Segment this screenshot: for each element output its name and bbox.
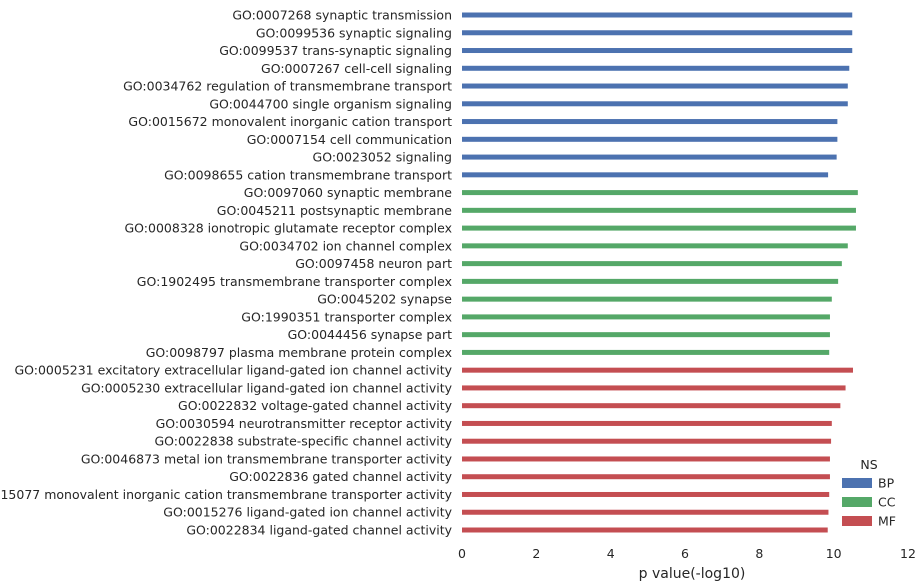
bar-cc-2 — [462, 225, 856, 231]
bar-mf-6 — [462, 474, 830, 480]
bar-mf-7 — [462, 491, 830, 497]
category-label: GO:0099537 trans-synaptic signaling — [219, 43, 452, 58]
category-label: GO:0005230 extracellular ligand-gated io… — [81, 380, 453, 395]
bar-bp-4 — [462, 83, 848, 89]
category-label: GO:0098655 cation transmembrane transpor… — [164, 167, 452, 182]
category-label: GO:0044700 single organism signaling — [209, 96, 452, 111]
category-label: GO:0015672 monovalent inorganic cation t… — [128, 114, 452, 129]
bar-mf-9 — [462, 527, 828, 533]
legend-swatch-bp — [842, 478, 872, 488]
category-label: GO:0015276 ligand-gated ion channel acti… — [163, 505, 452, 520]
legend-label-mf: MF — [878, 514, 896, 529]
bar-bp-2 — [462, 48, 853, 54]
bar-mf-1 — [462, 385, 846, 391]
bar-mf-5 — [462, 456, 830, 462]
x-tick-label: 4 — [607, 546, 615, 561]
bar-mf-3 — [462, 420, 832, 426]
x-axis-title: p value(-log10) — [639, 566, 746, 582]
bar-cc-9 — [462, 349, 830, 355]
bar-bp-5 — [462, 101, 848, 107]
bar-cc-1 — [462, 207, 856, 213]
x-tick-label: 8 — [755, 546, 763, 561]
legend-swatch-cc — [842, 497, 872, 507]
category-label: GO:0046873 metal ion transmembrane trans… — [81, 451, 453, 466]
bar-mf-0 — [462, 367, 853, 373]
bar-cc-0 — [462, 190, 858, 196]
x-tick-label: 10 — [826, 546, 842, 561]
legend-swatch-mf — [842, 516, 872, 526]
category-label: GO:0099536 synaptic signaling — [256, 25, 452, 40]
category-label: GO:0015077 monovalent inorganic cation t… — [0, 487, 453, 502]
category-label: GO:0022832 voltage-gated channel activit… — [178, 398, 453, 413]
x-tick-label: 6 — [681, 546, 689, 561]
category-label: GO:1990351 transporter complex — [241, 309, 452, 324]
bar-bp-3 — [462, 65, 850, 71]
category-label: GO:0045211 postsynaptic membrane — [217, 203, 453, 218]
bar-cc-3 — [462, 243, 848, 249]
category-label: GO:0007267 cell-cell signaling — [261, 61, 452, 76]
bar-mf-8 — [462, 509, 829, 515]
category-label: GO:0044456 synapse part — [288, 327, 452, 342]
category-label: GO:0030594 neurotransmitter receptor act… — [156, 416, 453, 431]
bar-bp-6 — [462, 119, 838, 125]
bar-cc-5 — [462, 278, 839, 284]
x-tick-label: 2 — [532, 546, 540, 561]
legend: NS BP CC MF — [842, 457, 896, 529]
x-tick-label: 0 — [458, 546, 466, 561]
legend-label-cc: CC — [878, 495, 896, 510]
category-labels: GO:0007268 synaptic transmission GO:00995… — [0, 8, 453, 538]
category-label: GO:0022834 ligand-gated channel activity — [186, 523, 452, 538]
bar-cc-6 — [462, 296, 832, 302]
bar-cc-7 — [462, 314, 830, 320]
category-label: GO:0022838 substrate-specific channel ac… — [154, 434, 452, 449]
category-label: GO:0045202 synapse — [317, 292, 452, 307]
bar-bp-9 — [462, 172, 829, 178]
bars-layer — [462, 12, 858, 533]
category-label: GO:0023052 signaling — [313, 150, 452, 165]
category-label: GO:0034702 ion channel complex — [239, 238, 452, 253]
bar-bp-0 — [462, 12, 853, 18]
legend-title: NS — [860, 457, 877, 472]
category-label: GO:0097060 synaptic membrane — [244, 185, 453, 200]
bar-bp-1 — [462, 30, 853, 36]
legend-label-bp: BP — [878, 476, 895, 491]
bar-bp-8 — [462, 154, 837, 160]
category-label: GO:0034762 regulation of transmembrane t… — [123, 79, 452, 94]
bar-bp-7 — [462, 136, 838, 142]
category-label: GO:0022836 gated channel activity — [229, 469, 452, 484]
bar-mf-2 — [462, 403, 841, 409]
category-label: GO:1902495 transmembrane transporter com… — [137, 274, 452, 289]
category-label: GO:0098797 plasma membrane protein compl… — [146, 345, 452, 360]
category-label: GO:0007268 synaptic transmission — [232, 8, 452, 23]
category-label: GO:0097458 neuron part — [295, 256, 452, 271]
category-label: GO:0008328 ionotropic glutamate receptor… — [125, 221, 453, 236]
category-label: GO:0007154 cell communication — [247, 132, 452, 147]
x-tick-label: 12 — [900, 546, 916, 561]
bar-cc-8 — [462, 332, 830, 338]
bar-cc-4 — [462, 261, 842, 267]
x-axis-ticks: 0 2 4 6 8 10 12 — [458, 546, 916, 561]
category-label: GO:0005231 excitatory extracellular liga… — [14, 363, 452, 378]
bar-mf-4 — [462, 438, 832, 444]
